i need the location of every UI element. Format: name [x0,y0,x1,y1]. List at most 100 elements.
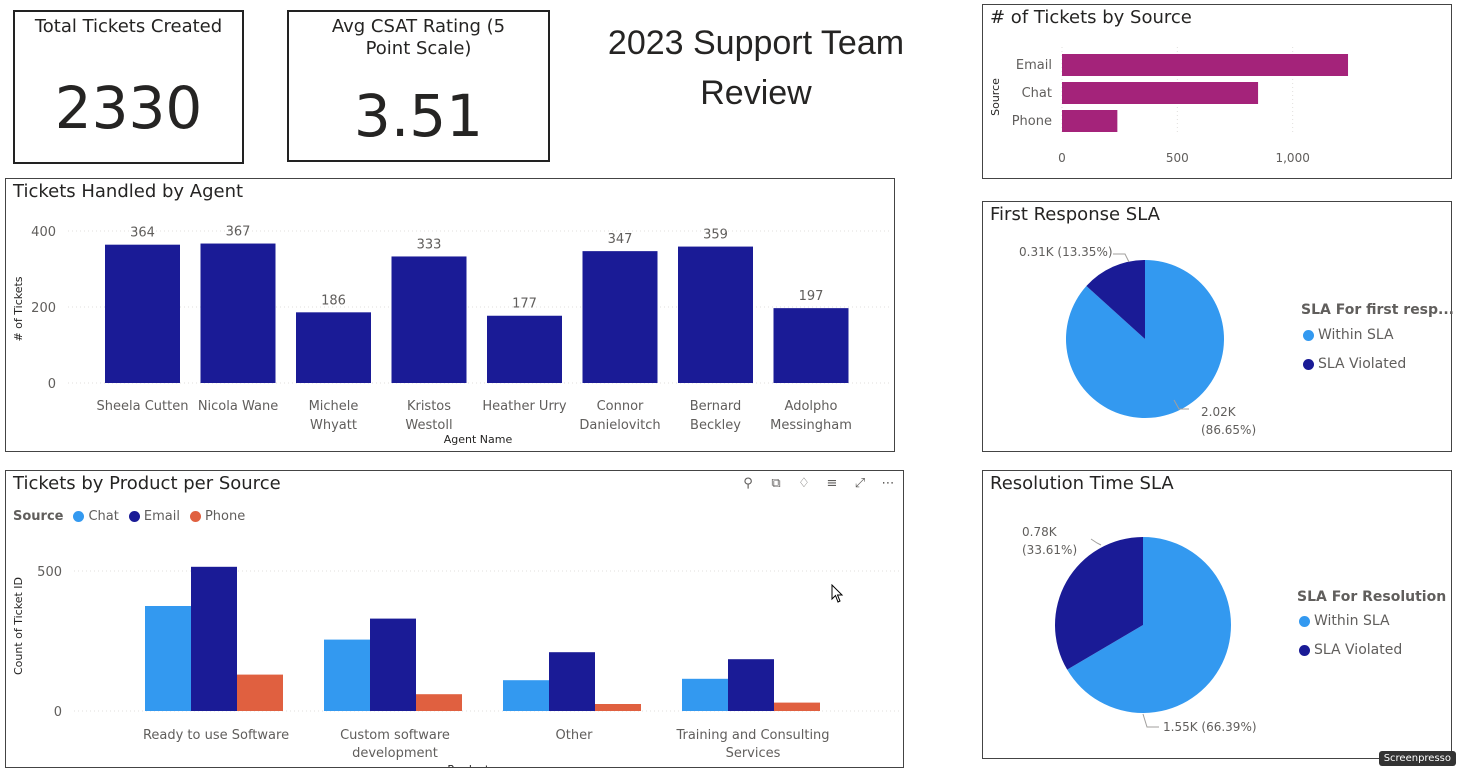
filter-icon[interactable]: ≡ [826,476,838,491]
data-label: 0.78K [1022,525,1058,539]
visual-header-toolbar: ⚲ ⧉ ♢ ≡ ⤢ ⋯ [739,475,897,493]
data-label: (33.61%) [1022,543,1077,557]
y-tick-label: 200 [31,301,56,316]
x-tick-label: Kristos [407,399,451,414]
tickets-by-agent-visual[interactable]: Tickets Handled by Agent 0 200 400 364 Sheel… [5,178,895,452]
x-tick-label: Westoll [405,418,452,433]
x-tick-label: Beckley [690,418,741,433]
pie-slice [1055,537,1143,670]
leader-line [1142,713,1159,728]
x-tick-label: 0 [1058,151,1066,165]
bar [237,674,283,711]
x-tick-label: Bernard [690,399,742,414]
bar [549,652,595,711]
mouse-cursor-icon [831,584,844,603]
x-axis-label: Product group [447,763,524,767]
data-label: 367 [226,225,251,240]
avg-csat-title: Avg CSAT Rating (5 Point Scale) [331,16,506,59]
y-axis-label: # of Tickets [12,276,25,341]
bar [678,246,753,383]
x-tick-label: Services [726,746,781,761]
tickets-by-product-visual[interactable]: Tickets by Product per Source ⚲ ⧉ ♢ ≡ ⤢ … [5,470,904,768]
total-tickets-value: 2330 [54,74,203,142]
bar [503,680,549,711]
y-tick-label: 400 [31,225,56,240]
legend-dot-icon [189,511,201,522]
data-label: 364 [130,226,155,241]
legend-dot-icon [1299,615,1310,627]
x-tick-label: 500 [1166,151,1189,165]
y-tick-label: 500 [37,565,62,580]
bar [774,702,820,711]
pin-icon[interactable]: ⚲ [743,476,753,491]
bar [105,244,180,383]
more-options-icon[interactable]: ⋯ [881,476,895,491]
first-response-legend-violated[interactable]: SLA Violated [1303,356,1406,372]
legend-email[interactable]: Email [143,509,180,524]
bar [682,678,728,711]
pie-slice [1086,260,1145,339]
data-label: 2.02K [1201,405,1237,419]
x-tick-label: Nicola Wane [198,399,278,414]
legend-label: SLA Violated [1314,642,1403,658]
data-label: 186 [321,293,346,308]
first-response-sla-visual[interactable]: First Response SLA 2.02K (86.65%) 0.31K (1… [982,201,1454,452]
y-axis-label: Source [989,78,1002,116]
tickets-by-agent-chart: 0 200 400 364 Sheela Cutten 367 Nicola Wane 186… [12,225,891,446]
legend-label: Within SLA [1318,327,1394,343]
y-tick-label: Phone [1012,114,1052,129]
tickets-by-source-chart: 0 500 1,000 Email Chat Phone Source [989,47,1349,165]
tickets-by-source-visual[interactable]: # of Tickets by Source 0 500 1,000 Email Cha… [982,4,1452,179]
data-label: 197 [799,289,824,304]
bar [391,256,467,383]
data-label: (86.65%) [1201,423,1256,437]
y-tick-label: Email [1016,58,1052,73]
tickets-by-source-title: # of Tickets by Source [990,7,1192,28]
bell-icon[interactable]: ♢ [798,476,810,491]
resolution-time-sla-visual[interactable]: Resolution Time SLA 1.55K (66.39%) 0.78K (… [982,470,1452,759]
total-tickets-title: Total Tickets Created [34,16,223,37]
x-tick-label: Michele [309,399,359,414]
bar [200,243,276,383]
x-tick-label: Training and Consulting [675,728,829,743]
bar [582,251,658,383]
data-label: 1.55K (66.39%) [1163,720,1257,734]
tickets-by-product-title: Tickets by Product per Source [13,473,281,494]
leader-line [1173,399,1189,410]
resolution-legend-violated[interactable]: SLA Violated [1299,642,1402,658]
x-tick-label: Other [556,728,594,743]
legend-chat[interactable]: Chat [88,509,119,524]
bar [145,606,191,711]
legend-dot-icon [1299,644,1310,656]
copy-icon[interactable]: ⧉ [771,476,781,491]
resolution-legend-within[interactable]: Within SLA [1299,613,1390,629]
bar [773,308,849,383]
legend-title: Source [13,509,64,524]
focus-mode-icon[interactable]: ⤢ [854,476,866,491]
bar [728,659,774,711]
first-response-legend-title: SLA For first resp... [1301,302,1454,318]
avg-csat-value: 3.51 [353,82,484,150]
bar [416,694,462,711]
pie-slice [1067,537,1231,713]
y-tick-label: Chat [1022,86,1052,101]
bar [595,704,641,711]
x-tick-label: Custom software [340,728,450,743]
x-tick-label: 1,000 [1275,151,1309,165]
first-response-sla-chart: 2.02K (86.65%) 0.31K (13.35%) [1019,245,1256,437]
first-response-sla-title: First Response SLA [990,204,1160,225]
bar [324,639,370,711]
total-tickets-card[interactable]: Total Tickets Created 2330 [13,10,244,164]
x-tick-label: Heather Urry [482,399,567,414]
first-response-legend-within[interactable]: Within SLA [1303,327,1394,343]
resolution-time-sla-chart: 1.55K (66.39%) 0.78K (33.61%) [1022,525,1257,734]
bar [487,315,562,383]
bar [1062,82,1259,104]
avg-csat-card[interactable]: Avg CSAT Rating (5 Point Scale) 3.51 [287,10,550,162]
y-axis-label: Count of Ticket ID [12,577,25,675]
legend-phone[interactable]: Phone [204,509,246,524]
legend-dot-icon [128,511,140,522]
bar [296,312,371,383]
legend-dot-icon [1303,358,1314,370]
legend-dot-icon [1303,329,1314,341]
